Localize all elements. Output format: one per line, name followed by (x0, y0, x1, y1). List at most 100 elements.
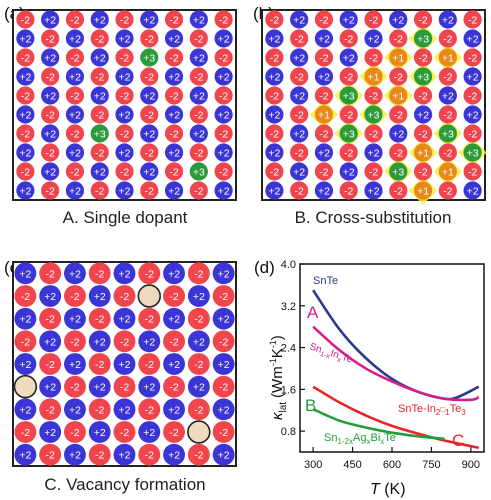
ion-charge-label: +2 (442, 15, 454, 27)
cation-ion (189, 10, 208, 29)
marker-c: C (452, 431, 464, 450)
cation-ion (364, 29, 383, 48)
ion-charge-label: +2 (368, 148, 380, 160)
dopant-plus3-ion (140, 48, 159, 67)
ion-charge-label: -2 (70, 53, 79, 65)
ion-charge-label: -2 (95, 110, 104, 122)
ion-charge-label: -2 (145, 450, 154, 462)
cation-ion (140, 10, 159, 29)
ion-charge-label: -2 (418, 167, 427, 179)
ion-charge-label: -2 (319, 53, 328, 65)
ion-charge-label: +2 (467, 72, 479, 84)
anion-ion (438, 29, 457, 48)
ion-charge-label: +2 (69, 34, 81, 46)
caption-a: A. Single dopant (62, 208, 188, 227)
cation-ion (314, 143, 334, 162)
anion-ion (16, 10, 35, 29)
ion-charge-label: +2 (44, 336, 56, 348)
ion-charge-label: -2 (120, 53, 129, 65)
ion-charge-label: +2 (143, 336, 155, 348)
cation-ion (314, 29, 334, 48)
ion-charge-label: +2 (143, 91, 155, 103)
cation-ion (113, 398, 136, 421)
ion-charge-label: +2 (392, 129, 404, 141)
ion-charge-label: -2 (394, 110, 403, 122)
ion-charge-label: +2 (69, 148, 81, 160)
ion-charge-label: +2 (19, 404, 31, 416)
ion-charge-label: -2 (319, 129, 328, 141)
anion-ion (189, 105, 208, 124)
lattice-panel-c: +2 -2 +2 -2 +2 -2 +2 -2 +2 -2 +2 -2 +2 -2 -2 +2 -2 +2 -2 +2… (12, 261, 237, 467)
x-axis-label: T (K) (370, 481, 406, 498)
cation-ion (212, 443, 235, 466)
cation-ion (163, 353, 185, 375)
anion-ion (90, 29, 109, 48)
ion-charge-label: -2 (70, 91, 79, 103)
ion-charge-label: +2 (168, 404, 180, 416)
ion-charge-label: +2 (343, 167, 355, 179)
ion-charge-label: +2 (193, 291, 205, 303)
cation-ion (140, 86, 159, 105)
ion-charge-label: -2 (70, 291, 79, 303)
ion-charge-label: -2 (394, 34, 403, 46)
ion-charge-label: -2 (294, 110, 303, 122)
cation-ion (189, 86, 208, 105)
anion-ion (163, 375, 185, 398)
ion-charge-label: +2 (193, 53, 205, 65)
ion-charge-label: +2 (44, 91, 56, 103)
anion-ion (113, 330, 136, 353)
cation-ion (88, 421, 111, 443)
cation-ion (138, 330, 161, 353)
anion-ion (65, 162, 85, 181)
ion-charge-label: -2 (319, 167, 328, 179)
ion-charge-label: +2 (293, 167, 305, 179)
ion-charge-label: -2 (70, 167, 79, 179)
cation-ion (90, 48, 109, 67)
cation-ion (113, 353, 136, 375)
cation-ion (164, 67, 184, 86)
ion-charge-label: -2 (120, 167, 129, 179)
ion-charge-label: +2 (168, 72, 180, 84)
cation-ion (138, 421, 161, 443)
panel-d-tag: (d) (254, 258, 275, 277)
ion-charge-label: +2 (69, 450, 81, 462)
cation-ion (90, 162, 109, 181)
cation-ion (65, 105, 85, 124)
y-tick-label: 2.4 (281, 343, 296, 355)
ion-charge-label: +2 (318, 186, 330, 198)
ion-charge-label: -2 (95, 359, 104, 371)
anion-ion (115, 162, 134, 181)
ion-charge-label: +2 (143, 15, 155, 27)
anion-ion (463, 86, 482, 105)
ion-charge-label: +2 (44, 167, 56, 179)
anion-ion (65, 10, 85, 29)
ion-charge-label: -2 (219, 91, 228, 103)
cation-ion (14, 262, 37, 285)
ion-charge-label: -2 (270, 129, 279, 141)
anion-ion (463, 124, 482, 143)
cation-ion (364, 181, 383, 200)
anion-ion (212, 285, 235, 307)
anion-ion (214, 162, 233, 181)
anion-ion (290, 67, 309, 86)
dopant-plus1-ion (438, 48, 457, 67)
anion-ion (189, 67, 208, 86)
y-tick-label: 0.8 (281, 426, 296, 438)
ion-charge-label: -2 (45, 404, 54, 416)
cation-ion (140, 124, 159, 143)
ion-charge-label: +1 (417, 186, 429, 198)
dopant-plus1-ion (389, 86, 408, 105)
ion-charge-label: -2 (95, 72, 104, 84)
ion-charge-label: -2 (70, 15, 79, 27)
anion-ion (39, 398, 62, 421)
anion-ion (413, 162, 433, 181)
ion-charge-label: +2 (94, 91, 106, 103)
anion-ion (140, 67, 159, 86)
ion-charge-label: -2 (169, 167, 178, 179)
dopant-plus3-ion (413, 29, 433, 48)
ion-charge-label: -2 (468, 91, 477, 103)
cation-ion (214, 67, 233, 86)
cation-ion (16, 143, 35, 162)
anion-ion (339, 67, 358, 86)
